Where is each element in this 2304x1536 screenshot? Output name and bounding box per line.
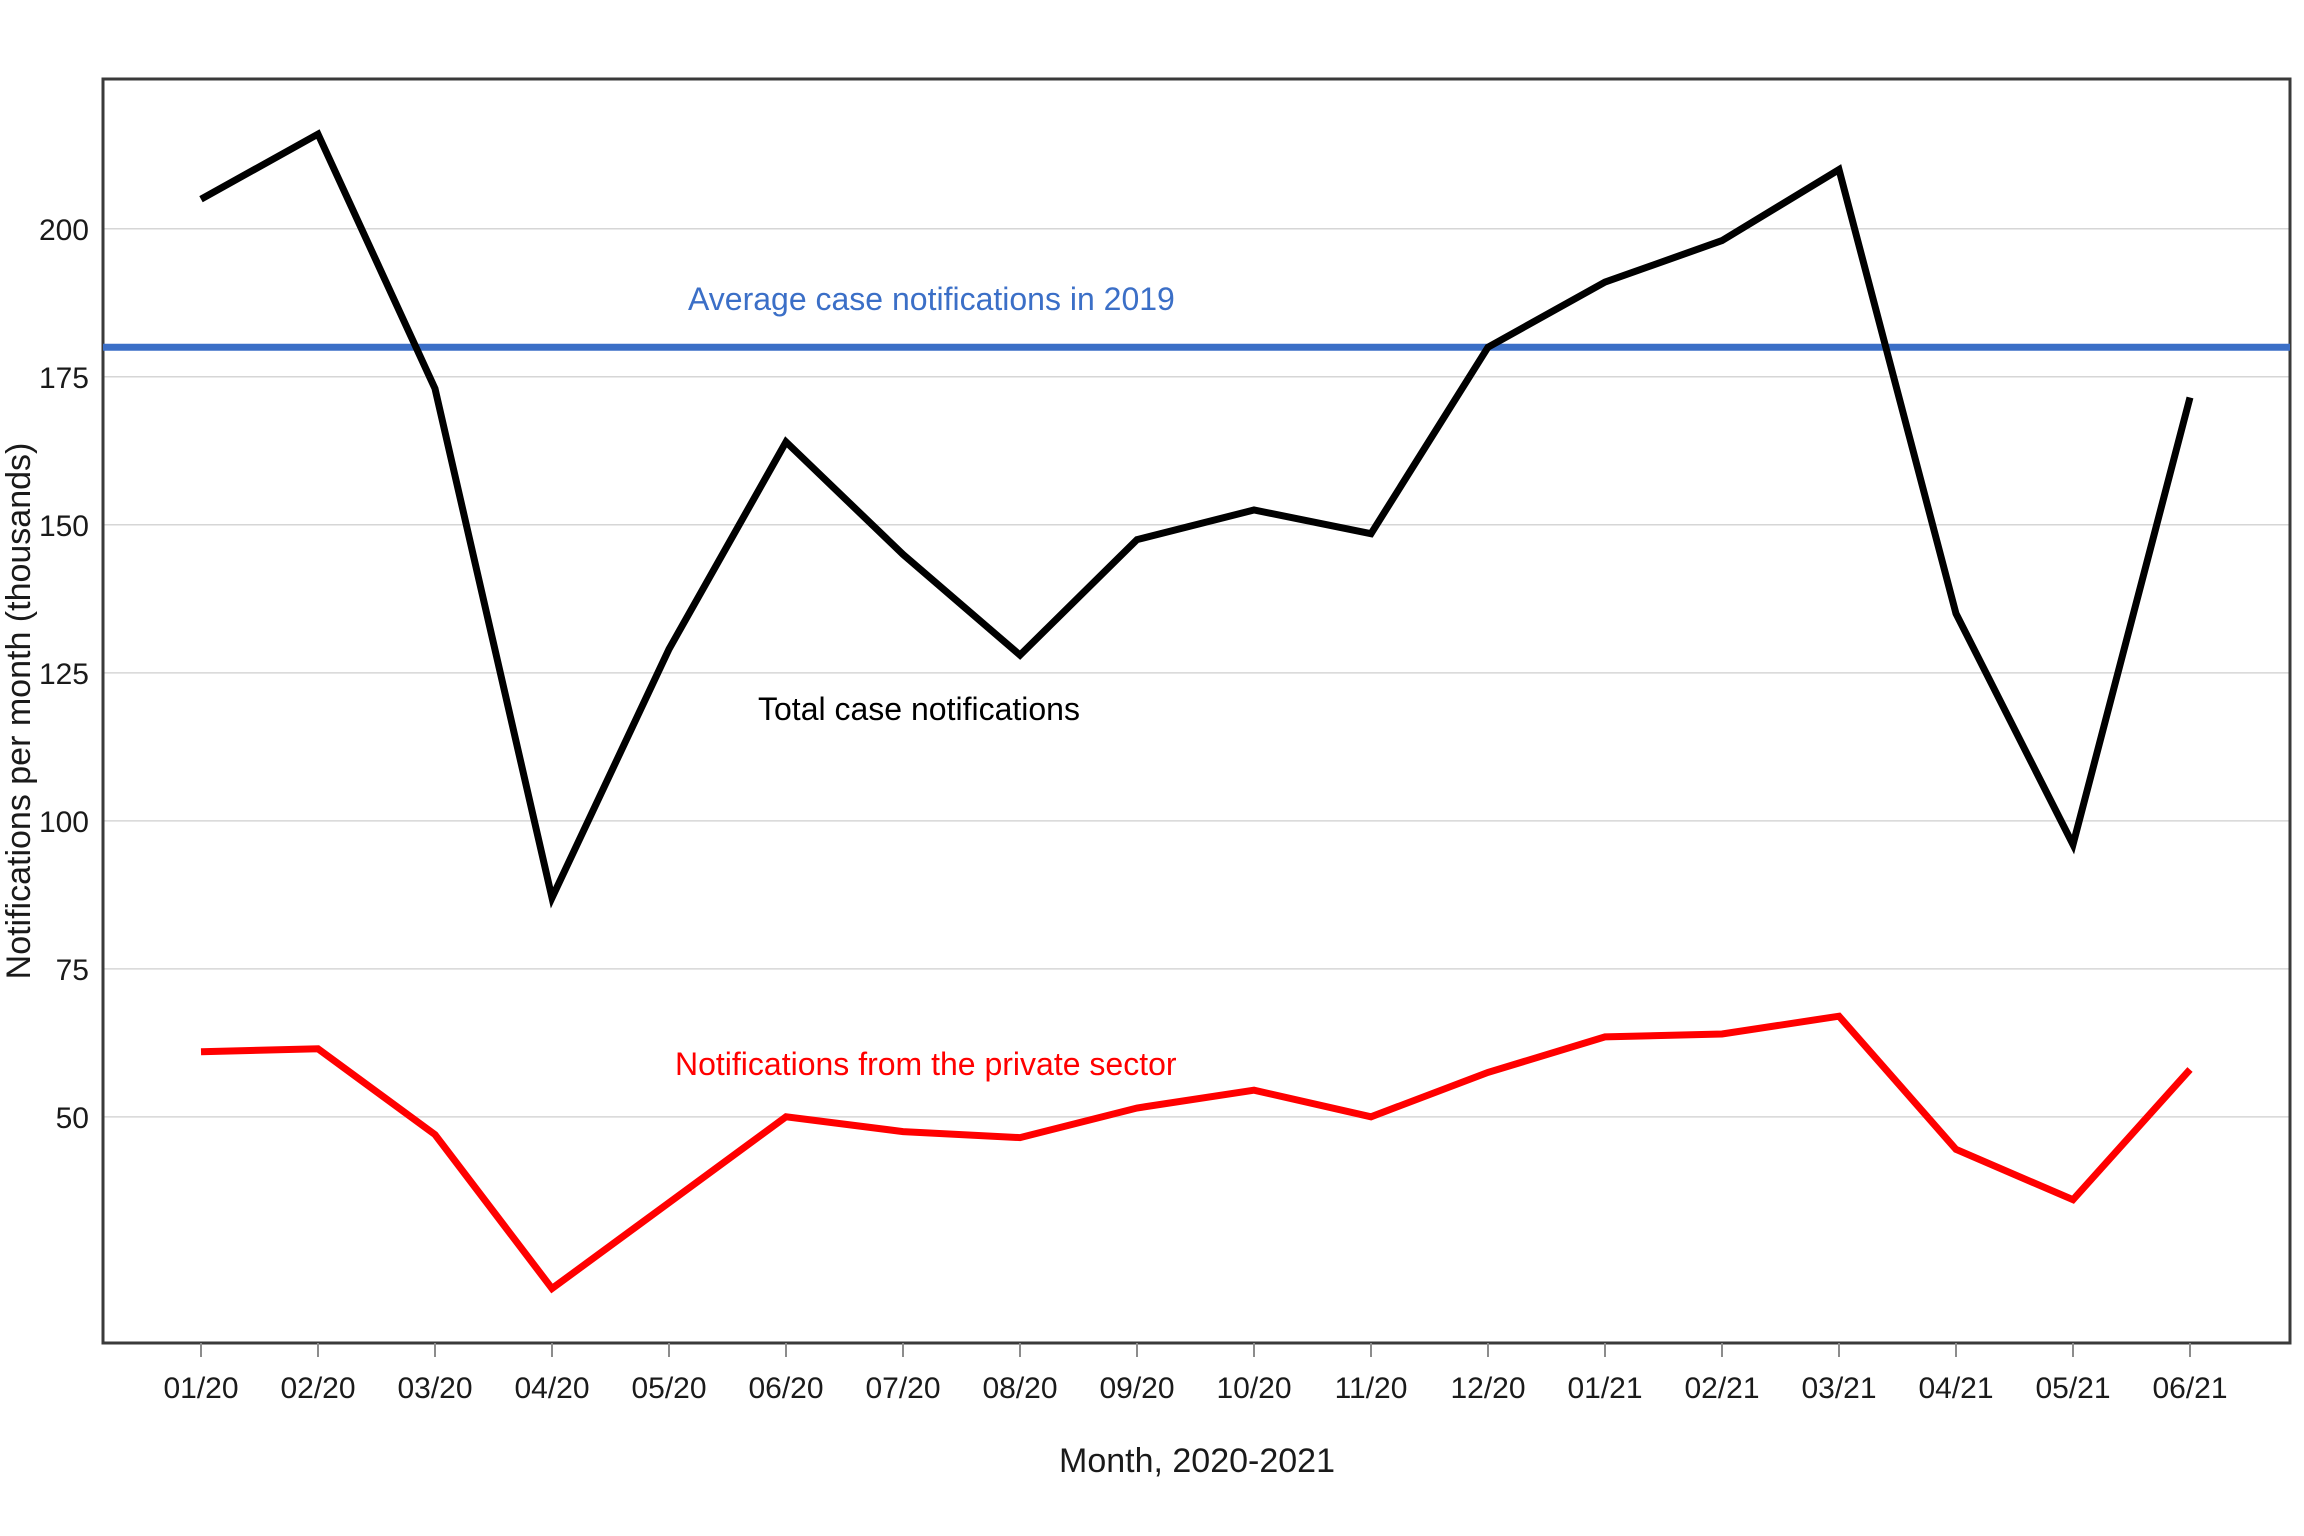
x-tick-label-12/20: 12/20 [1450,1372,1525,1405]
annotation-total-case-notifications: Total case notifications [758,691,1080,727]
x-tick-label-01/21: 01/21 [1567,1372,1642,1405]
y-tick-label-175: 175 [39,362,89,395]
x-tick-label-06/20: 06/20 [748,1372,823,1405]
x-tick-label-03/21: 03/21 [1801,1372,1876,1405]
x-tick-label-10/20: 10/20 [1216,1372,1291,1405]
x-axis-title: Month, 2020-2021 [1059,1442,1335,1480]
x-tick-label-11/20: 11/20 [1335,1372,1408,1405]
y-tick-label-50: 50 [56,1102,89,1135]
series-layer [103,129,2290,1294]
x-tick-label-08/20: 08/20 [982,1372,1057,1405]
series-line-total [199,129,2194,909]
x-tick-label-05/21: 05/21 [2035,1372,2110,1405]
gridlines-layer [103,228,2290,1118]
x-tick-label-06/21: 06/21 [2152,1372,2227,1405]
y-tick-label-125: 125 [39,658,89,691]
annotation-private-sector: Notifications from the private sector [675,1046,1177,1082]
y-tick-label-200: 200 [39,214,89,247]
x-tick-label-09/20: 09/20 [1099,1372,1174,1405]
x-tick-label-04/20: 04/20 [514,1372,589,1405]
x-tick-label-07/20: 07/20 [865,1372,940,1405]
series-line-private-sector [200,1012,2193,1294]
annotation-average-2019: Average case notifications in 2019 [688,281,1175,317]
y-tick-label-150: 150 [39,510,89,543]
x-tick-label-04/21: 04/21 [1918,1372,1993,1405]
x-tick-label-02/20: 02/20 [280,1372,355,1405]
x-tick-label-05/20: 05/20 [631,1372,706,1405]
plot-border [101,77,2292,1345]
y-tick-label-75: 75 [56,954,89,987]
y-axis-title: Notifications per month (thousands) [0,443,38,980]
x-tick-label-02/21: 02/21 [1684,1372,1759,1405]
y-tick-label-100: 100 [39,806,89,839]
x-tick-label-03/20: 03/20 [397,1372,472,1405]
axes-layer: 50 75 100 125 150 175 200 01/20 02/20 03/20 04/20 0… [39,77,2292,1405]
x-tick-label-01/20: 01/20 [163,1372,238,1405]
